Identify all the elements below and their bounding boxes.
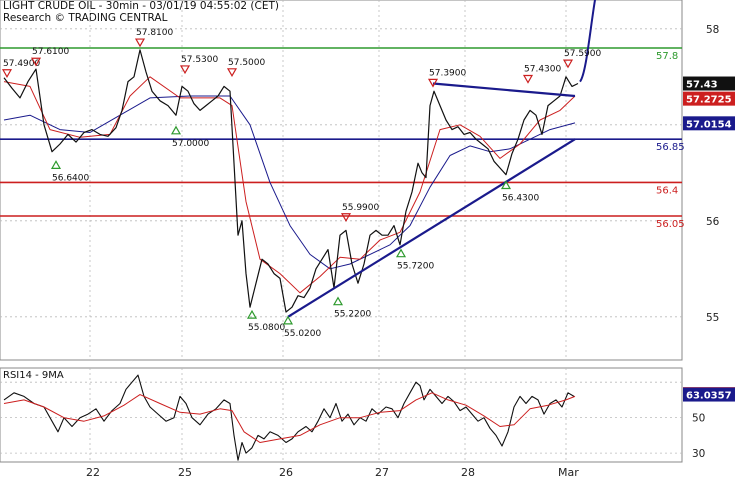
price-badge-bg [683, 76, 735, 91]
chart-title: LIGHT CRUDE OIL - 30min - 03/01/19 04:55… [3, 0, 279, 12]
high-label: 57.3900 [429, 68, 466, 78]
rsi-y-tick-label: 30 [692, 448, 705, 460]
x-tick-label: 25 [178, 466, 192, 479]
high-marker-icon [134, 38, 146, 48]
low-label: 55.2200 [334, 310, 371, 320]
high-marker-icon [522, 74, 534, 84]
level-label-resistance: 57.8 [656, 51, 678, 62]
price-line [3, 49, 579, 313]
high-label: 57.5900 [564, 49, 601, 59]
high-label: 57.5300 [181, 55, 218, 65]
x-tick-label: 28 [461, 466, 475, 479]
x-tick-label: 27 [375, 466, 389, 479]
high-marker-icon [179, 65, 191, 75]
low-label: 55.0800 [248, 323, 285, 333]
low-marker-icon [332, 296, 344, 306]
high-label: 57.8100 [136, 28, 173, 38]
rsi-y-tick-label: 50 [692, 413, 705, 425]
high-label: 57.6100 [32, 47, 69, 57]
trendline [432, 82, 576, 98]
x-tick-label: Mar [558, 466, 579, 479]
forecast-arrow-shaft [579, 0, 597, 83]
high-marker-icon [340, 213, 352, 222]
low-marker-icon [50, 160, 62, 169]
high-marker-icon [427, 78, 439, 88]
y-tick-label: 58 [706, 24, 719, 36]
main-panel-frame [0, 0, 683, 361]
low-label: 55.7200 [397, 262, 434, 272]
low-marker-icon [395, 248, 407, 258]
price-badge: 57.0154 [686, 119, 732, 130]
price-badge-bg [683, 91, 735, 106]
level-label-pivot: 56.85 [656, 142, 685, 153]
high-marker-icon [1, 69, 13, 78]
y-tick-label: 55 [706, 312, 719, 324]
low-marker-icon [246, 309, 258, 319]
high-label: 57.4900 [3, 59, 40, 69]
x-tick-label: 22 [86, 466, 100, 479]
low-label: 55.0200 [284, 329, 321, 339]
price-badge-bg [683, 116, 735, 131]
rsi-line [3, 374, 575, 461]
high-marker-icon [30, 57, 42, 67]
y-tick-label: 56 [706, 216, 720, 228]
low-label: 57.0000 [172, 139, 209, 149]
rsi-panel-frame [0, 367, 683, 463]
price-badge: 57.43 [686, 80, 718, 91]
level-label-support: 56.05 [656, 219, 685, 230]
low-label: 56.6400 [52, 173, 89, 183]
low-label: 56.4300 [502, 194, 539, 204]
chart-source: Research © TRADING CENTRAL [3, 12, 168, 24]
low-marker-icon [500, 180, 512, 190]
price-badge: 57.2725 [686, 95, 732, 106]
high-marker-icon [562, 59, 574, 69]
trendline [287, 138, 576, 318]
rsi-title: RSI14 - 9MA [3, 370, 64, 381]
x-tick-label: 26 [279, 466, 293, 479]
high-marker-icon [226, 68, 238, 78]
low-marker-icon [170, 125, 182, 135]
high-label: 57.4300 [524, 65, 561, 75]
rsi-badge: 63.0357 [686, 391, 732, 402]
high-label: 55.9900 [342, 203, 379, 213]
low-marker-icon [282, 315, 294, 325]
rsi-badge-bg [683, 387, 735, 402]
level-label-support: 56.4 [656, 185, 678, 196]
high-label: 57.5000 [228, 58, 265, 68]
rsi-ma-line [3, 392, 576, 443]
